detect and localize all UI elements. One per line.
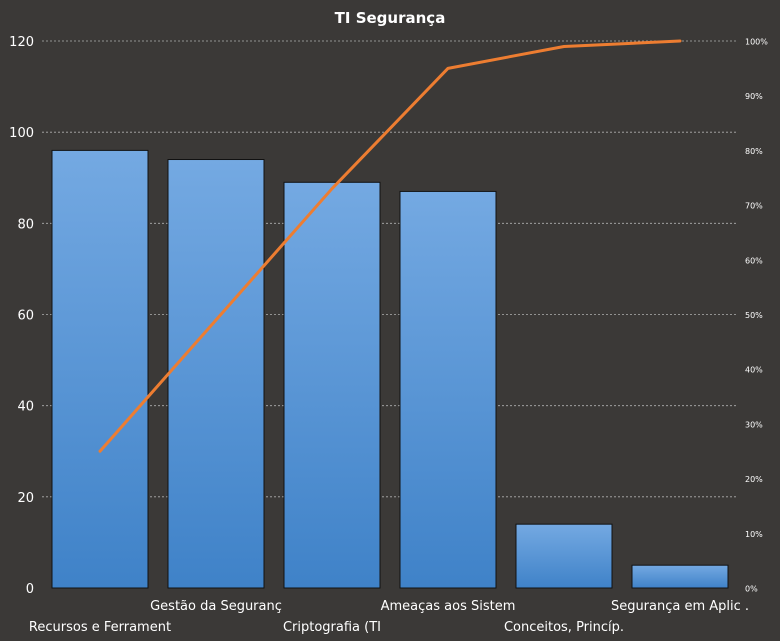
y-tick-label: 20 xyxy=(17,491,34,506)
y2-tick-label: 40% xyxy=(745,366,763,375)
bar xyxy=(283,181,381,589)
y2-tick-label: 90% xyxy=(745,92,763,101)
y-tick-label: 100 xyxy=(9,126,34,141)
x-category-label: Ameaças aos Sistem xyxy=(381,599,516,614)
x-category-label: Recursos e Ferrament xyxy=(29,620,171,635)
x-category-label: Conceitos, Princíp. xyxy=(504,620,624,635)
chart-title: TI Segurança xyxy=(335,9,446,27)
y-tick-label: 120 xyxy=(9,35,34,50)
y-tick-label: 60 xyxy=(17,309,34,324)
y2-tick-label: 60% xyxy=(745,256,763,265)
y-axis-right: 0% 10% 20% 30% 40% 50% 60% 70% 80% 90% 100% xyxy=(745,38,768,594)
y-tick-label: 0 xyxy=(26,582,34,597)
y-axis-left: 0 20 40 60 80 100 120 xyxy=(9,35,34,597)
bar xyxy=(631,564,729,589)
y2-tick-label: 0% xyxy=(745,585,758,594)
cumulative-line xyxy=(98,39,682,453)
x-category-label: Segurança em Aplic . xyxy=(611,599,749,614)
y2-tick-label: 80% xyxy=(745,147,763,156)
bar xyxy=(51,149,149,589)
y2-tick-label: 50% xyxy=(745,311,763,320)
x-axis: Recursos e Ferrament Gestão da SegurançCr… xyxy=(29,599,749,635)
y2-tick-label: 20% xyxy=(745,475,763,484)
y-tick-label: 80 xyxy=(17,217,34,232)
bar xyxy=(399,190,497,589)
y2-tick-label: 10% xyxy=(745,530,763,539)
bar xyxy=(515,523,613,589)
bars xyxy=(51,149,729,589)
x-category-label: Criptografia (TI xyxy=(283,620,381,635)
y-tick-label: 40 xyxy=(17,400,34,415)
bar xyxy=(167,159,265,589)
y2-tick-label: 70% xyxy=(745,202,763,211)
grid-lines xyxy=(42,40,738,498)
x-category-label: Gestão da Seguranç xyxy=(150,599,282,614)
y2-tick-label: 30% xyxy=(745,420,763,429)
cumulative-percent-line xyxy=(98,39,682,453)
y2-tick-label: 100% xyxy=(745,38,768,47)
